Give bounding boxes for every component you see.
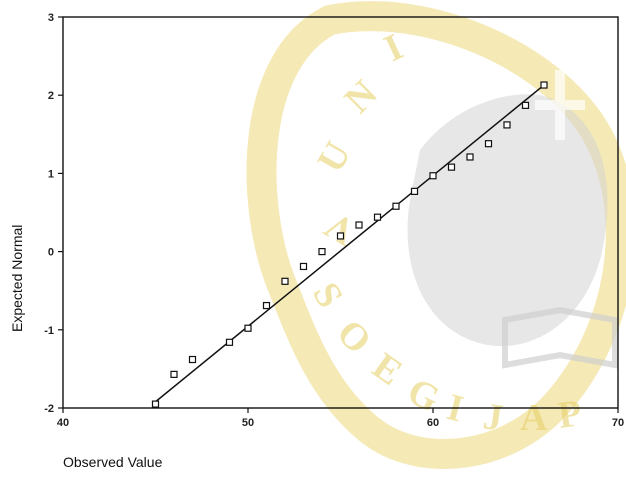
- watermark-book-icon: [502, 306, 618, 369]
- watermark-letter: P: [555, 392, 584, 437]
- plot-frame: [62, 16, 619, 409]
- data-points: [151, 81, 548, 408]
- data-point: [410, 187, 419, 195]
- x-axis-ticks: 40 50 60 70: [57, 408, 624, 429]
- watermark-letter: S: [304, 276, 351, 315]
- data-point: [484, 140, 493, 148]
- watermark-letter: U: [309, 135, 359, 180]
- data-point: [188, 355, 197, 364]
- y-tick-label: 0: [48, 247, 54, 259]
- y-tick-label: -1: [44, 325, 54, 337]
- data-point: [225, 338, 234, 346]
- y-tick-label: -2: [44, 403, 54, 415]
- data-point: [373, 213, 382, 221]
- data-point: [299, 262, 308, 271]
- x-axis-title: Observed Value: [63, 454, 163, 470]
- fit-line: [155, 84, 545, 403]
- data-point: [429, 172, 437, 180]
- x-tick-label: 50: [242, 417, 254, 429]
- y-tick-label: 3: [48, 12, 54, 24]
- x-tick-label: 70: [612, 417, 624, 429]
- watermark-letter: E: [365, 345, 410, 394]
- data-point: [466, 153, 474, 161]
- data-point: [244, 324, 252, 332]
- watermark-shield: [407, 94, 608, 347]
- x-tick-label: 60: [427, 417, 439, 429]
- data-point: [521, 101, 530, 109]
- data-point: [262, 301, 271, 310]
- y-axis-title: Expected Normal: [9, 225, 25, 332]
- data-point: [151, 400, 160, 408]
- data-point: [318, 248, 326, 256]
- data-point: [540, 81, 548, 89]
- watermark-letter: G: [401, 370, 446, 421]
- data-point: [392, 202, 400, 210]
- fit-line-group: [155, 84, 545, 403]
- watermark-cross-icon: [535, 70, 585, 140]
- watermark-letter: N: [337, 72, 386, 121]
- data-point: [281, 277, 289, 285]
- data-point: [447, 163, 456, 171]
- y-axis-ticks: -2 -1 0 1 2 3: [44, 12, 63, 415]
- y-tick-label: 1: [48, 168, 54, 180]
- data-point: [503, 121, 511, 129]
- y-tick-label: 2: [48, 90, 54, 102]
- data-point: [336, 232, 345, 240]
- watermark-letter: O: [329, 312, 380, 363]
- x-tick-label: 40: [57, 417, 69, 429]
- watermark-letter: A: [520, 397, 548, 439]
- university-watermark: U N I V S O E G I J A P: [246, 1, 626, 469]
- data-point: [355, 221, 363, 229]
- data-point: [170, 370, 178, 378]
